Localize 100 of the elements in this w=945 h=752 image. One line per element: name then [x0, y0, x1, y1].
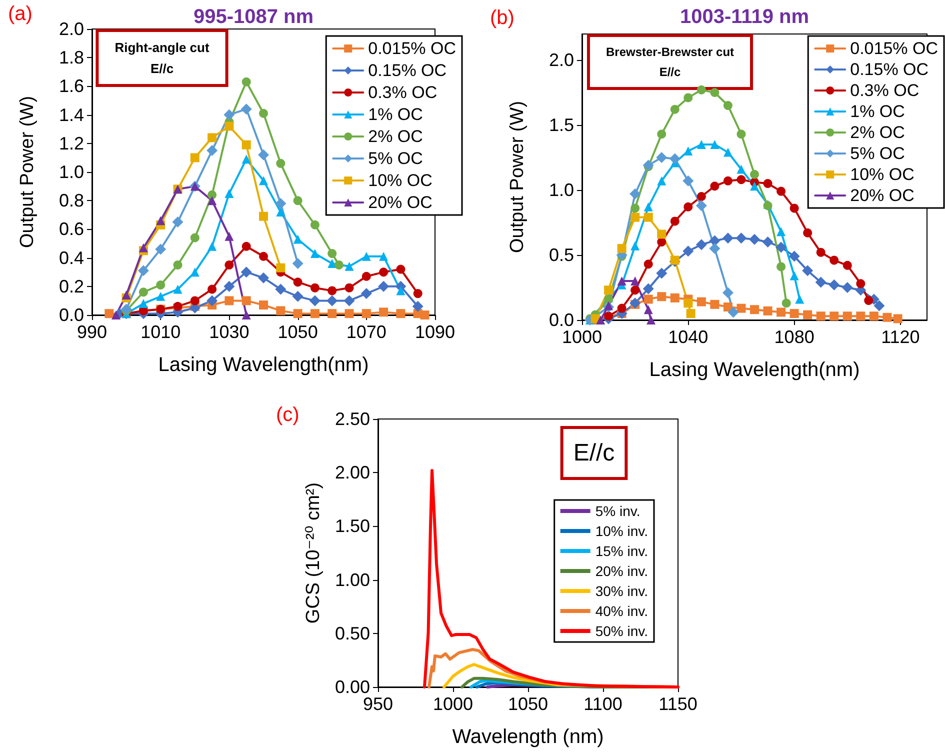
point: [710, 140, 720, 149]
point: [816, 248, 826, 257]
point: [696, 85, 706, 94]
y-tick-label: 0.00: [334, 677, 370, 697]
legend-label: 0.15% OC: [368, 61, 447, 80]
legend-label: 10% inv.: [595, 523, 648, 539]
legend-label: 5% OC: [850, 144, 905, 163]
point: [842, 282, 853, 293]
point: [842, 312, 852, 321]
y-tick-label: 0.8: [58, 190, 84, 211]
legend-label: 20% OC: [850, 186, 914, 205]
point: [259, 176, 268, 186]
legend-label: 20% OC: [368, 193, 432, 212]
point: [644, 294, 653, 304]
point: [310, 309, 320, 318]
point: [750, 170, 759, 179]
y-tick-label: 0.0: [548, 310, 574, 330]
point: [656, 152, 668, 163]
point: [644, 305, 653, 314]
point: [173, 284, 182, 294]
point: [190, 296, 200, 306]
point: [362, 272, 371, 281]
point: [776, 262, 786, 272]
point: [344, 295, 355, 306]
point: [736, 304, 746, 313]
annotation: Right-angle cut E//c: [114, 40, 210, 76]
point: [723, 101, 732, 110]
y-tick-label: 1.0: [58, 162, 84, 182]
point: [630, 188, 641, 200]
text: (c): [276, 404, 300, 426]
point: [790, 309, 799, 318]
point: [722, 287, 734, 298]
point: [864, 296, 874, 305]
point: [276, 306, 286, 316]
point: [396, 264, 406, 274]
point: [803, 310, 812, 320]
legend-label: 0.15% OC: [850, 60, 929, 79]
point: [723, 148, 732, 157]
point: [696, 140, 706, 149]
point: [709, 243, 720, 254]
point: [710, 88, 720, 97]
point: [224, 109, 235, 120]
x-tick-label: 1070: [346, 322, 386, 342]
x-axis-title: Lasing Wavelength(nm): [158, 354, 369, 376]
point: [344, 283, 354, 292]
point: [293, 234, 302, 244]
point: [630, 276, 640, 286]
y-tick-label: 2.0: [58, 19, 84, 39]
legend-label: 2% OC: [850, 123, 905, 142]
point: [276, 158, 286, 168]
point: [604, 312, 614, 321]
chart-title: 995-1087 nm: [193, 6, 314, 28]
text: (b): [490, 7, 514, 29]
point: [379, 268, 388, 277]
point: [830, 256, 839, 265]
x-tick-label: 1050: [278, 322, 318, 342]
legend-label: 0.3% OC: [850, 81, 920, 100]
y-tick-label: 0.0: [58, 305, 84, 325]
x-tick-label: 1100: [584, 694, 622, 714]
x-tick-label: 1080: [774, 327, 814, 347]
point: [830, 312, 839, 321]
point: [259, 252, 268, 261]
point: [190, 153, 200, 162]
y-tick-label: 0.2: [58, 276, 84, 296]
point: [869, 312, 878, 321]
point: [736, 130, 746, 139]
point: [208, 190, 217, 200]
y-axis-title: Output Power (W): [507, 100, 528, 254]
point: [657, 176, 666, 186]
point: [874, 300, 885, 312]
point: [396, 286, 406, 296]
point: [696, 192, 706, 201]
point: [657, 292, 666, 302]
point: [630, 204, 640, 213]
point: [292, 258, 304, 270]
y-tick-label: 2.50: [334, 409, 370, 429]
point: [604, 286, 614, 295]
point: [242, 310, 251, 320]
point: [670, 104, 680, 114]
legend-label: 5% OC: [368, 149, 423, 168]
point: [173, 260, 182, 270]
point: [856, 312, 866, 321]
point: [763, 179, 772, 188]
legend-label: 40% inv.: [595, 603, 648, 619]
point: [642, 283, 654, 294]
point: [292, 290, 304, 302]
point: [208, 284, 217, 294]
point: [656, 268, 668, 279]
point: [413, 289, 422, 298]
point: [156, 280, 166, 290]
point: [155, 244, 166, 255]
point: [190, 233, 200, 242]
x-axis-title: Lasing Wavelength(nm): [649, 359, 860, 381]
y-tick-label: 1.8: [58, 48, 84, 68]
point: [802, 265, 814, 276]
point: [795, 294, 804, 304]
point: [156, 292, 166, 301]
point: [684, 202, 693, 212]
point: [156, 216, 166, 226]
point: [646, 316, 656, 324]
